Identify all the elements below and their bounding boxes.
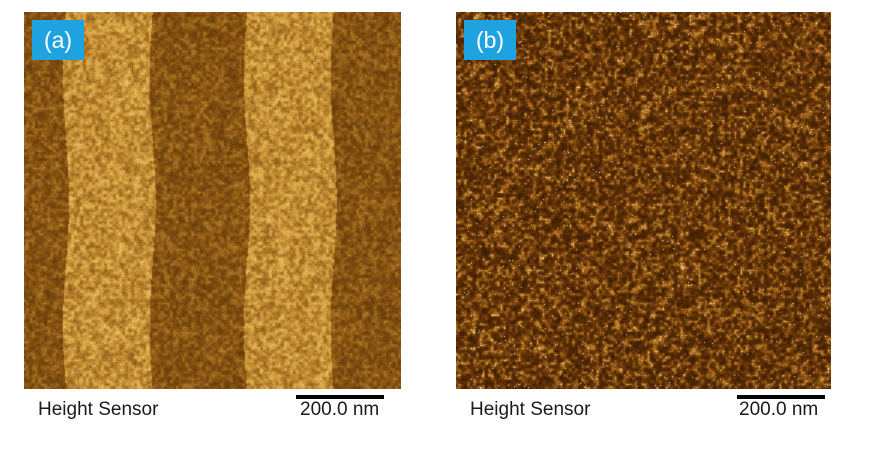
caption-a: Height Sensor 200.0 nm — [24, 395, 401, 435]
scale-bar-b — [737, 395, 825, 399]
scale-bar-label-b: 200.0 nm — [739, 399, 819, 420]
sensor-label-b: Height Sensor — [470, 399, 591, 420]
afm-height-image-a — [24, 12, 401, 389]
panel-label-b: (b) — [464, 20, 516, 60]
sensor-label-a: Height Sensor — [38, 399, 159, 420]
caption-b: Height Sensor 200.0 nm — [456, 395, 831, 435]
afm-height-image-b — [456, 12, 831, 389]
panel-label-a: (a) — [32, 20, 84, 60]
scale-bar-label-a: 200.0 nm — [300, 399, 380, 420]
scale-bar-a — [296, 395, 384, 399]
